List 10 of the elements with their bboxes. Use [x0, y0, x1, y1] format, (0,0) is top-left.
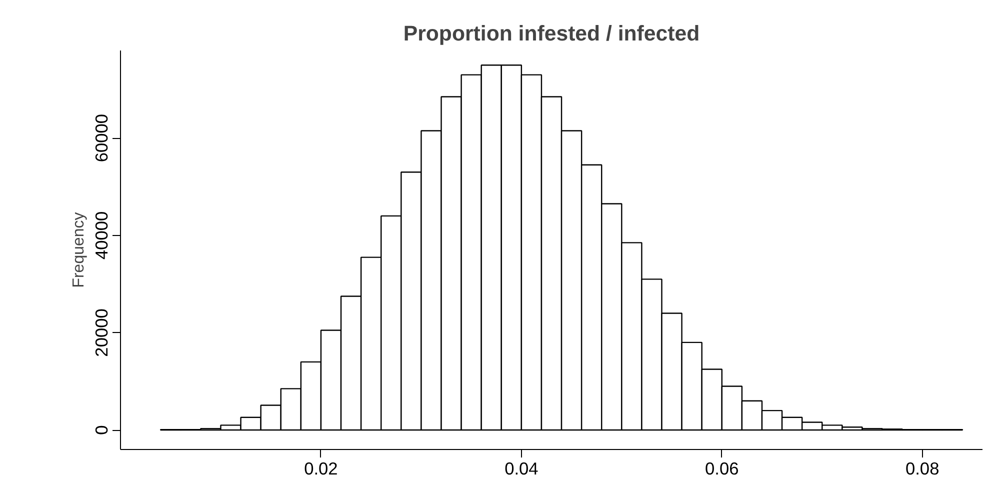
y-tick-label: 0: [92, 425, 112, 435]
y-tick-label: 60000: [92, 114, 112, 162]
y-tick-label: 20000: [92, 308, 112, 357]
x-tick-label: 0.04: [504, 458, 539, 478]
x-tick-label: 0.02: [304, 458, 338, 478]
y-tick-label: 40000: [92, 211, 112, 260]
x-tick-label: 0.08: [906, 458, 940, 478]
y-axis-title: Frequency: [70, 212, 88, 288]
x-tick-label: 0.06: [705, 458, 739, 478]
chart-title: Proportion infested / infected: [403, 22, 700, 46]
